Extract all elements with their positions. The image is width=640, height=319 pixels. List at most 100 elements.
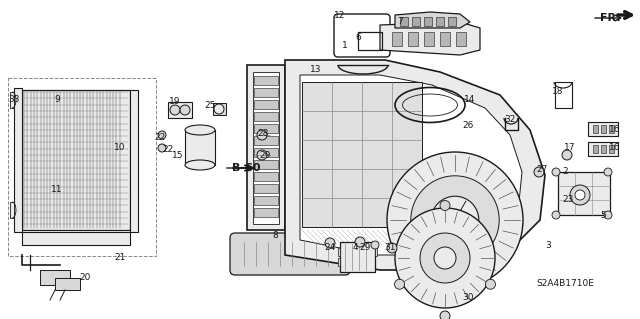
Polygon shape bbox=[412, 17, 420, 26]
Text: 28: 28 bbox=[257, 129, 269, 137]
Circle shape bbox=[562, 150, 572, 160]
Text: 4: 4 bbox=[352, 243, 358, 253]
Polygon shape bbox=[338, 248, 340, 256]
Text: 8: 8 bbox=[272, 231, 278, 240]
Circle shape bbox=[448, 213, 462, 227]
Polygon shape bbox=[448, 17, 456, 26]
Circle shape bbox=[387, 243, 397, 253]
Polygon shape bbox=[254, 136, 278, 145]
Circle shape bbox=[214, 104, 224, 114]
Circle shape bbox=[534, 167, 544, 177]
Text: FR.: FR. bbox=[600, 13, 621, 23]
Polygon shape bbox=[254, 124, 278, 133]
Text: 23: 23 bbox=[563, 196, 573, 204]
Text: 22: 22 bbox=[163, 145, 173, 154]
Text: 26: 26 bbox=[462, 121, 474, 130]
Text: 17: 17 bbox=[564, 144, 576, 152]
Polygon shape bbox=[254, 160, 278, 169]
Text: 18: 18 bbox=[552, 87, 564, 97]
Bar bbox=[601, 145, 606, 153]
Polygon shape bbox=[55, 278, 80, 290]
Circle shape bbox=[575, 190, 585, 200]
Circle shape bbox=[570, 185, 590, 205]
Polygon shape bbox=[10, 202, 14, 218]
Circle shape bbox=[604, 168, 612, 176]
Circle shape bbox=[440, 311, 450, 319]
Circle shape bbox=[434, 247, 456, 269]
Circle shape bbox=[180, 105, 190, 115]
Polygon shape bbox=[254, 184, 278, 193]
Text: 22: 22 bbox=[154, 133, 166, 143]
Circle shape bbox=[371, 241, 379, 249]
Polygon shape bbox=[40, 270, 70, 285]
Text: 27: 27 bbox=[536, 166, 548, 174]
Polygon shape bbox=[168, 102, 192, 118]
Circle shape bbox=[257, 150, 267, 160]
Polygon shape bbox=[254, 88, 278, 97]
Polygon shape bbox=[392, 32, 402, 46]
Polygon shape bbox=[424, 17, 432, 26]
Text: 13: 13 bbox=[310, 65, 322, 75]
Text: S2A4B1710E: S2A4B1710E bbox=[536, 278, 594, 287]
Polygon shape bbox=[558, 172, 610, 215]
Text: 31: 31 bbox=[384, 243, 396, 253]
Polygon shape bbox=[380, 22, 480, 55]
Bar bbox=[609, 125, 614, 133]
Polygon shape bbox=[10, 92, 14, 108]
Polygon shape bbox=[254, 196, 278, 205]
Polygon shape bbox=[375, 248, 377, 256]
Text: 11: 11 bbox=[51, 186, 63, 195]
Text: B-60: B-60 bbox=[232, 163, 260, 173]
Text: 21: 21 bbox=[115, 254, 125, 263]
Circle shape bbox=[552, 211, 560, 219]
Polygon shape bbox=[440, 32, 450, 46]
Polygon shape bbox=[22, 90, 130, 230]
Text: 2: 2 bbox=[562, 167, 568, 176]
Bar bbox=[601, 125, 606, 133]
Circle shape bbox=[395, 208, 495, 308]
Polygon shape bbox=[254, 112, 278, 121]
Circle shape bbox=[486, 279, 495, 289]
Text: 12: 12 bbox=[334, 11, 346, 19]
Text: 7: 7 bbox=[397, 18, 403, 26]
Polygon shape bbox=[588, 142, 618, 156]
Polygon shape bbox=[436, 17, 444, 26]
Text: 6: 6 bbox=[355, 33, 361, 41]
Text: 20: 20 bbox=[79, 273, 91, 283]
Text: 16: 16 bbox=[609, 125, 621, 135]
Circle shape bbox=[604, 211, 612, 219]
Circle shape bbox=[325, 238, 335, 248]
Polygon shape bbox=[254, 172, 278, 181]
Polygon shape bbox=[395, 12, 470, 28]
Circle shape bbox=[257, 130, 267, 140]
Text: 14: 14 bbox=[464, 95, 476, 105]
Text: 29: 29 bbox=[359, 243, 371, 253]
Text: 15: 15 bbox=[172, 151, 184, 160]
Text: 30: 30 bbox=[462, 293, 474, 301]
Circle shape bbox=[170, 105, 180, 115]
Circle shape bbox=[158, 131, 166, 139]
Polygon shape bbox=[300, 75, 522, 255]
Bar bbox=[609, 145, 614, 153]
Circle shape bbox=[387, 152, 523, 288]
Text: 29: 29 bbox=[259, 151, 271, 160]
Circle shape bbox=[552, 168, 560, 176]
Text: 25: 25 bbox=[204, 100, 216, 109]
Text: 32: 32 bbox=[504, 115, 516, 124]
Text: 5: 5 bbox=[600, 211, 606, 219]
Circle shape bbox=[420, 233, 470, 283]
Text: 3: 3 bbox=[545, 241, 551, 249]
Polygon shape bbox=[408, 32, 418, 46]
Circle shape bbox=[158, 144, 166, 152]
Text: 19: 19 bbox=[169, 98, 180, 107]
Text: 10: 10 bbox=[115, 144, 125, 152]
Polygon shape bbox=[213, 103, 226, 115]
Text: 24: 24 bbox=[324, 243, 335, 253]
Polygon shape bbox=[338, 258, 340, 266]
Polygon shape bbox=[254, 100, 278, 109]
Circle shape bbox=[440, 201, 450, 211]
Ellipse shape bbox=[185, 125, 215, 135]
Circle shape bbox=[355, 237, 365, 247]
Polygon shape bbox=[340, 242, 375, 272]
Polygon shape bbox=[185, 130, 215, 165]
